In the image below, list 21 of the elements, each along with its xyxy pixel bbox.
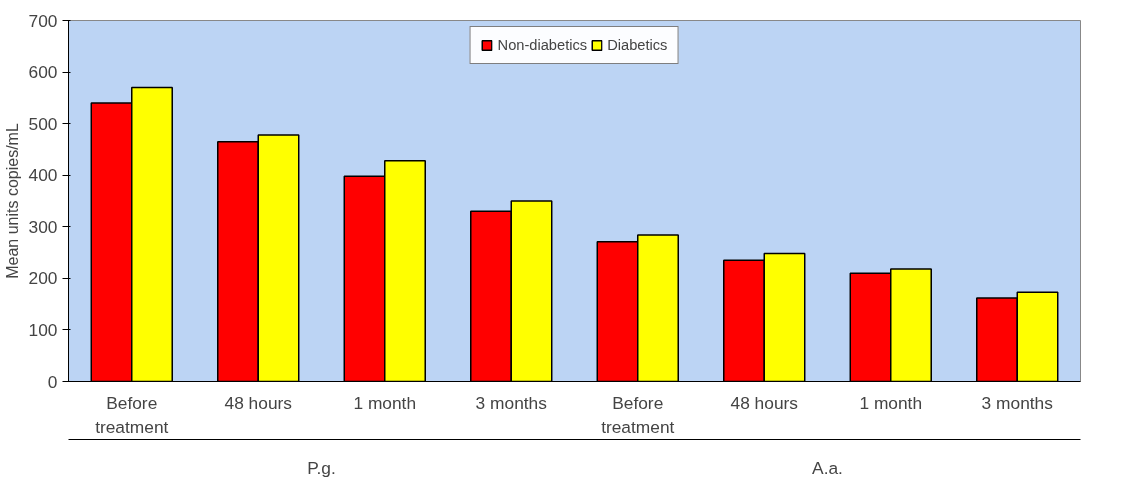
y-tick-label: 100	[28, 319, 58, 340]
y-tick-label: 0	[47, 371, 58, 392]
text: A.a.	[812, 457, 843, 478]
y-tick-label: 700	[28, 10, 58, 31]
y-tick-label: 200	[28, 268, 58, 289]
x-tick-label: 3 months	[981, 392, 1054, 413]
text: P.g.	[307, 457, 336, 478]
y-tick-label: 500	[28, 113, 58, 134]
y-axis-title: Mean units copies/mL	[3, 123, 21, 279]
y-tick-label: 400	[28, 165, 58, 186]
y-tick-label: 600	[28, 62, 58, 83]
x-tick-label: 48 hours	[730, 392, 799, 413]
x-tick-label: Before treatment	[601, 392, 675, 437]
y-tick-label: 300	[28, 216, 58, 237]
x-tick-label: 1 month	[353, 392, 417, 413]
x-tick-label: 48 hours	[224, 392, 293, 413]
x-tick-label: 3 months	[475, 392, 548, 413]
legend-label: Non-diabetics	[497, 37, 588, 53]
legend-label: Diabetics	[607, 37, 668, 53]
x-tick-label: 1 month	[859, 392, 923, 413]
x-tick-label: Before treatment	[95, 392, 169, 437]
